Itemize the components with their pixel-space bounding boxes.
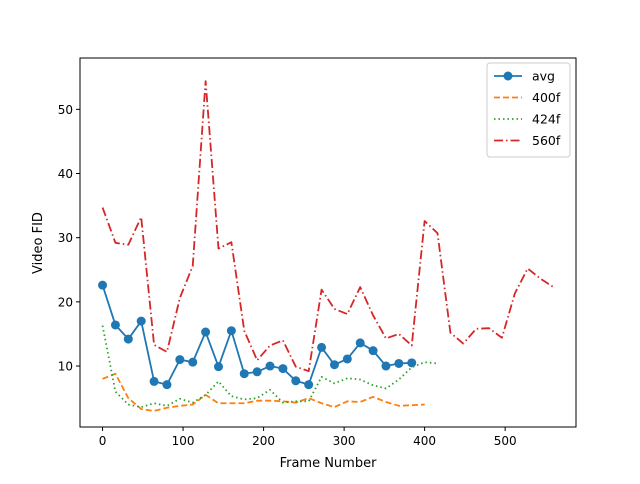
data-point-avg (123, 334, 133, 344)
legend-label-424f: 424f (532, 112, 561, 127)
legend-marker-avg (503, 71, 513, 81)
data-point-avg (188, 357, 198, 367)
data-point-avg (265, 361, 275, 371)
legend-box (486, 62, 571, 158)
data-point-avg (149, 376, 159, 386)
y-tick-label: 20 (58, 295, 73, 309)
data-point-avg (407, 358, 417, 368)
data-point-avg (355, 338, 365, 348)
legend: avg 400f 424f 560f (486, 62, 571, 158)
y-tick-label: 40 (58, 167, 73, 181)
series-line-560f (101, 80, 554, 373)
data-point-avg (394, 358, 404, 368)
y-tick-label: 30 (58, 231, 73, 245)
legend-label-avg: avg (532, 69, 555, 84)
data-point-avg (304, 380, 314, 390)
data-point-avg (136, 316, 146, 326)
data-point-avg (226, 326, 236, 336)
x-axis-label: Frame Number (280, 456, 378, 471)
x-tick-label: 300 (333, 434, 356, 448)
legend-label-560f: 560f (532, 133, 561, 148)
data-point-avg (162, 380, 172, 390)
series-line-424f (101, 325, 438, 409)
y-tick-label: 50 (58, 103, 73, 117)
data-point-avg (317, 342, 327, 352)
data-point-avg (98, 280, 108, 290)
data-point-avg (252, 367, 262, 377)
data-point-avg (381, 361, 391, 371)
data-point-avg (201, 327, 211, 337)
data-point-avg (110, 320, 120, 330)
x-tick-label: 200 (252, 434, 275, 448)
x-tick-label: 500 (494, 434, 517, 448)
plot-frame (79, 57, 577, 428)
y-tick-label: 10 (58, 360, 73, 374)
data-point-avg (368, 346, 378, 356)
data-point-avg (213, 362, 223, 372)
data-point-avg (291, 376, 301, 386)
data-point-avg (329, 360, 339, 370)
x-tick-label: 100 (172, 434, 195, 448)
data-point-avg (342, 354, 352, 364)
y-axis-label: Video FID (31, 212, 46, 274)
data-point-avg (175, 355, 185, 365)
x-tick-label: 400 (413, 434, 436, 448)
data-point-avg (239, 369, 249, 379)
series-line-400f (102, 372, 425, 412)
legend-label-400f: 400f (532, 90, 561, 105)
x-tick-label: 0 (99, 434, 107, 448)
data-point-avg (278, 364, 288, 374)
